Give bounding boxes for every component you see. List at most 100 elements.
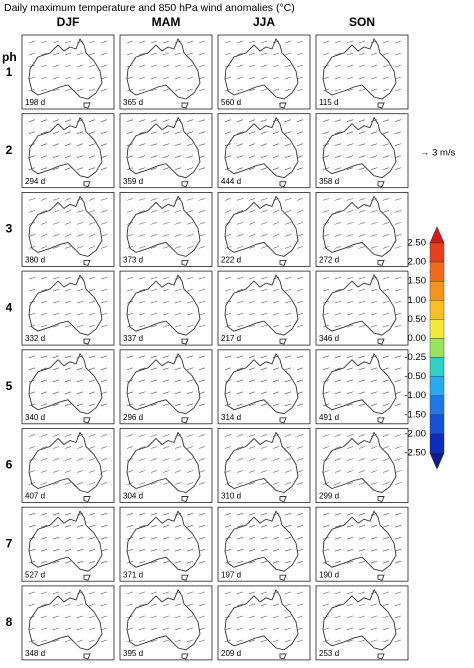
wind-arrow xyxy=(40,234,48,237)
wind-arrow xyxy=(138,615,146,619)
wind-arrow xyxy=(260,76,268,80)
wind-arrow xyxy=(150,591,158,595)
wind-arrow xyxy=(248,222,256,225)
wind-arrow xyxy=(138,367,146,371)
wind-arrow xyxy=(346,367,354,371)
wind-arrow xyxy=(394,324,402,328)
wind-arrow xyxy=(346,512,354,516)
wind-arrow xyxy=(370,131,378,134)
wind-arrow xyxy=(40,300,48,304)
wind-arrow xyxy=(150,210,158,213)
wind-arrow xyxy=(370,548,378,552)
wind-arrow xyxy=(346,288,354,292)
wind-arrow xyxy=(186,591,194,595)
wind-arrow xyxy=(236,548,244,552)
wind-arrow xyxy=(394,198,402,201)
wind-arrow xyxy=(64,222,72,225)
wind-arrow xyxy=(100,603,108,607)
days-count: 296 d xyxy=(123,413,143,422)
map-panel: 340 d xyxy=(21,349,115,425)
wind-arrow xyxy=(358,434,366,437)
days-box xyxy=(219,255,245,266)
phase-label: 7 xyxy=(6,536,13,550)
wind-arrow xyxy=(186,40,194,44)
wind-arrow xyxy=(284,458,292,461)
wind-arrow xyxy=(198,119,206,122)
wind-arrow xyxy=(382,40,390,44)
panel-frame xyxy=(21,270,115,346)
wind-arrow xyxy=(346,548,354,552)
wind-arrow xyxy=(138,446,146,449)
wind-arrow xyxy=(198,434,206,437)
wind-arrow xyxy=(88,288,96,292)
wind-arrow xyxy=(358,639,366,643)
wind-arrow xyxy=(138,536,146,540)
wind-arrow xyxy=(334,131,342,134)
wind-arrow xyxy=(346,524,354,528)
wind-arrow xyxy=(272,446,280,449)
wind-arrow xyxy=(224,627,232,631)
wind-arrow xyxy=(76,627,84,631)
wind-arrow xyxy=(186,548,194,552)
wind-arrow xyxy=(40,615,48,619)
wind-arrow xyxy=(162,198,170,201)
wind-arrow xyxy=(272,458,280,461)
wind-arrow xyxy=(64,288,72,292)
wind-arrow xyxy=(346,246,354,249)
wind-arrow xyxy=(260,446,268,449)
wind-arrow xyxy=(198,403,206,407)
colorbar-segment xyxy=(429,261,445,282)
wind-arrow xyxy=(394,52,402,56)
wind-arrow xyxy=(100,300,108,304)
colorbar-top-triangle xyxy=(429,226,445,244)
wind-arrow xyxy=(28,312,36,316)
wind-arrow xyxy=(284,300,292,304)
wind-arrow xyxy=(272,403,280,407)
wind-arrow xyxy=(76,64,84,68)
wind-arrow xyxy=(150,403,158,407)
wind-arrow xyxy=(100,143,108,146)
wind-arrow xyxy=(236,524,244,528)
map-panel: 198 d xyxy=(21,34,115,110)
wind-arrow xyxy=(260,379,268,383)
map-panel: 272 d xyxy=(315,191,409,267)
wind-arrow xyxy=(382,434,390,437)
wind-arrow xyxy=(64,155,72,158)
wind-arrow xyxy=(370,524,378,528)
wind-arrow xyxy=(76,458,84,461)
wind-arrow xyxy=(88,536,96,540)
wind-arrow xyxy=(284,119,292,122)
wind-arrow xyxy=(236,591,244,595)
wind-arrow xyxy=(100,52,108,56)
wind-arrow xyxy=(248,591,256,595)
wind-arrow xyxy=(394,222,402,225)
wind-arrow xyxy=(248,524,256,528)
wind-arrow xyxy=(174,446,182,449)
wind-arrow xyxy=(358,167,366,170)
wind-arrow xyxy=(150,536,158,540)
wind-arrow xyxy=(296,355,304,359)
wind-arrow xyxy=(322,355,330,359)
wind-arrow xyxy=(272,246,280,249)
colorbar-segment xyxy=(429,300,445,320)
wind-arrow xyxy=(358,312,366,316)
wind-arrow xyxy=(198,76,206,80)
wind-arrow xyxy=(52,276,60,280)
wind-arrow xyxy=(186,288,194,292)
wind-arrow xyxy=(150,446,158,449)
wind-arrow xyxy=(284,615,292,619)
wind-arrow xyxy=(138,246,146,249)
wind-arrow xyxy=(40,548,48,552)
wind-arrow xyxy=(370,155,378,158)
wind-arrow xyxy=(150,155,158,158)
wind-arrow xyxy=(138,591,146,595)
wind-arrow xyxy=(334,548,342,552)
wind-arrow xyxy=(248,560,256,564)
wind-arrow xyxy=(346,355,354,359)
wind-arrow xyxy=(370,603,378,607)
wind-arrow xyxy=(248,446,256,449)
wind-arrow xyxy=(382,560,390,564)
wind-arrow xyxy=(150,131,158,134)
wind-arrow xyxy=(198,52,206,56)
wind-arrow xyxy=(64,276,72,280)
